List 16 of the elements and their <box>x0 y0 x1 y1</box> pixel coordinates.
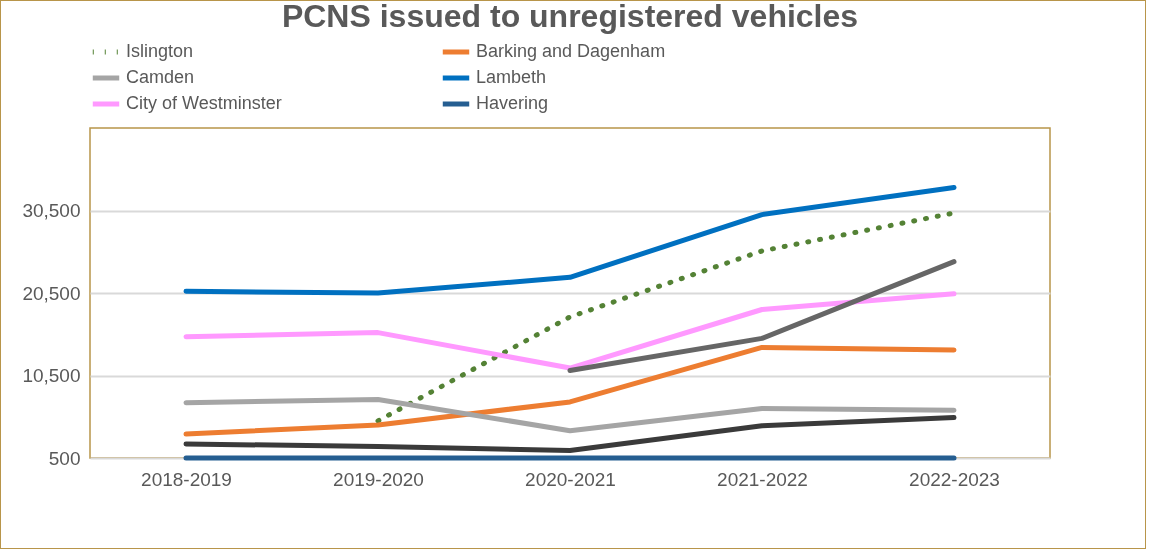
y-tick-label: 500 <box>48 447 81 469</box>
x-tick-label: 2018-2019 <box>141 468 232 490</box>
legend-label: Barking and Dagenham <box>476 41 666 61</box>
legend-label: Camden <box>126 67 195 87</box>
legend-label: Islington <box>126 41 194 61</box>
x-tick-label: 2020-2021 <box>525 468 616 490</box>
x-tick-label: 2019-2020 <box>333 468 424 490</box>
y-tick-label: 30,500 <box>22 200 81 221</box>
legend-label: Havering <box>476 93 549 113</box>
x-tick-label: 2021-2022 <box>717 468 808 490</box>
y-tick-label: 10,500 <box>22 365 81 386</box>
x-tick-label: 2022-2023 <box>909 468 1000 490</box>
legend-label: Lambeth <box>476 67 547 87</box>
legend-label: City of Westminster <box>126 93 282 113</box>
y-tick-label: 20,500 <box>22 282 81 304</box>
chart-title: PCNS issued to unregistered vehicles <box>281 0 859 34</box>
